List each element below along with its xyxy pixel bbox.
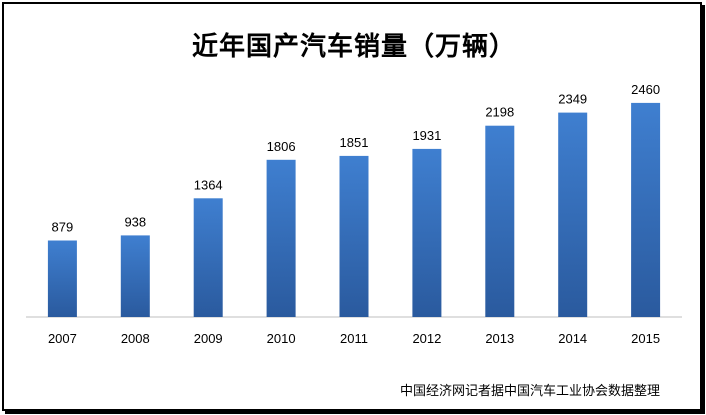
x-tick-label-2011: 2011 <box>340 331 368 346</box>
bar-2011 <box>339 155 369 317</box>
data-label-2008: 938 <box>124 214 146 229</box>
source-note: 中国经济网记者据中国汽车工业协会数据整理 <box>399 384 660 399</box>
data-label-2014: 2349 <box>558 92 587 107</box>
bar-chart: 879 938 1364 1806 1851 1931 2198 2349 2460 2007 2… <box>26 82 682 346</box>
x-tick-label-2010: 2010 <box>267 331 296 346</box>
bar-2008 <box>120 235 150 317</box>
bar-2012 <box>412 148 442 317</box>
data-label-2013: 2198 <box>485 105 514 120</box>
x-tick-label-2015: 2015 <box>631 331 660 346</box>
x-tick-label-2007: 2007 <box>48 331 77 346</box>
chart-title: 近年国产汽车销量（万辆） <box>191 32 516 62</box>
data-label-2009: 1364 <box>194 177 223 192</box>
bar-2013 <box>485 125 515 317</box>
data-label-2012: 1931 <box>412 128 441 143</box>
bar-2014 <box>558 112 588 317</box>
x-tick-label-2009: 2009 <box>194 331 223 346</box>
bar-2015 <box>631 102 661 318</box>
data-label-2010: 1806 <box>267 139 296 154</box>
bar-2010 <box>266 159 296 317</box>
bar-2007 <box>47 240 77 317</box>
data-label-2011: 1851 <box>340 135 369 150</box>
x-tick-label-2014: 2014 <box>558 331 587 346</box>
bar-2009 <box>193 198 223 317</box>
x-tick-label-2008: 2008 <box>121 331 150 346</box>
x-tick-label-2013: 2013 <box>485 331 514 346</box>
data-label-2015: 2460 <box>631 82 660 97</box>
data-label-2007: 879 <box>52 220 74 235</box>
chart-frame: 近年国产汽车销量（万辆） 879 938 1364 1806 1851 1931 2198 2… <box>2 2 702 411</box>
x-tick-label-2012: 2012 <box>412 331 441 346</box>
